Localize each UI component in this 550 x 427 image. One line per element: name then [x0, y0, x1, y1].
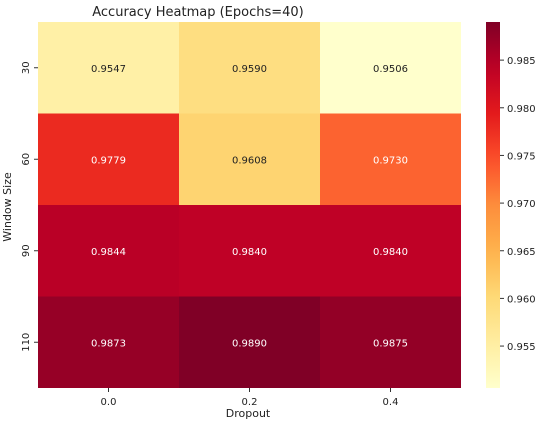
cell-value-label: 0.9590 — [232, 64, 267, 75]
heatmap-cell — [179, 22, 320, 114]
colorbar-ticks: 0.955 0.960 0.965 0.970 0.975 0.980 0.985 — [500, 56, 536, 353]
colorbar-tick-label: 0.960 — [507, 294, 536, 305]
colorbar — [486, 22, 500, 388]
heatmap-cell — [38, 22, 179, 114]
cell-value-label: 0.9873 — [91, 338, 126, 349]
x-axis-label: Dropout — [226, 407, 271, 420]
cell-value-label: 0.9730 — [373, 155, 408, 166]
cell-value-label: 0.9506 — [373, 64, 408, 75]
colorbar-tick-label: 0.970 — [507, 199, 536, 210]
y-tick-label: 60 — [21, 153, 32, 166]
cell-value-label: 0.9890 — [232, 338, 267, 349]
heatmap-cell — [320, 296, 461, 388]
x-tick-label: 0.2 — [242, 397, 258, 408]
colorbar-tick-label: 0.980 — [507, 104, 536, 115]
y-tick-label: 110 — [21, 333, 32, 352]
chart-title: Accuracy Heatmap (Epochs=40) — [92, 5, 304, 20]
y-tick-label: 30 — [21, 61, 32, 74]
heatmap-cell — [38, 205, 179, 297]
cell-value-label: 0.9779 — [91, 155, 126, 166]
heatmap-cell — [38, 113, 179, 205]
y-axis-label: Window Size — [1, 172, 14, 242]
heatmap-cell — [320, 22, 461, 114]
heatmap-cell — [179, 205, 320, 297]
cell-value-label: 0.9840 — [373, 247, 408, 258]
cell-value-label: 0.9608 — [232, 155, 267, 166]
heatmap-cells: 0.9547 0.9590 0.9506 0.9779 0.9608 0.9730 0.98… — [38, 22, 461, 388]
cell-value-label: 0.9840 — [232, 247, 267, 258]
colorbar-tick-label: 0.975 — [507, 151, 536, 162]
cell-value-label: 0.9844 — [91, 247, 126, 258]
heatmap-cell — [320, 205, 461, 297]
heatmap-cell — [179, 296, 320, 388]
colorbar-tick-label: 0.955 — [507, 342, 536, 353]
x-tick-label: 0.0 — [101, 397, 117, 408]
y-tick-label: 90 — [21, 244, 32, 257]
y-axis-ticks: 30 60 90 110 — [21, 61, 38, 352]
cell-value-label: 0.9547 — [91, 64, 126, 75]
heatmap-cell — [320, 113, 461, 205]
colorbar-tick-label: 0.985 — [507, 56, 536, 67]
colorbar-tick-label: 0.965 — [507, 247, 536, 258]
heatmap-cell — [38, 296, 179, 388]
cell-value-label: 0.9875 — [373, 338, 408, 349]
x-axis-ticks: 0.0 0.2 0.4 — [101, 388, 399, 408]
x-tick-label: 0.4 — [383, 397, 399, 408]
heatmap-cell — [179, 113, 320, 205]
